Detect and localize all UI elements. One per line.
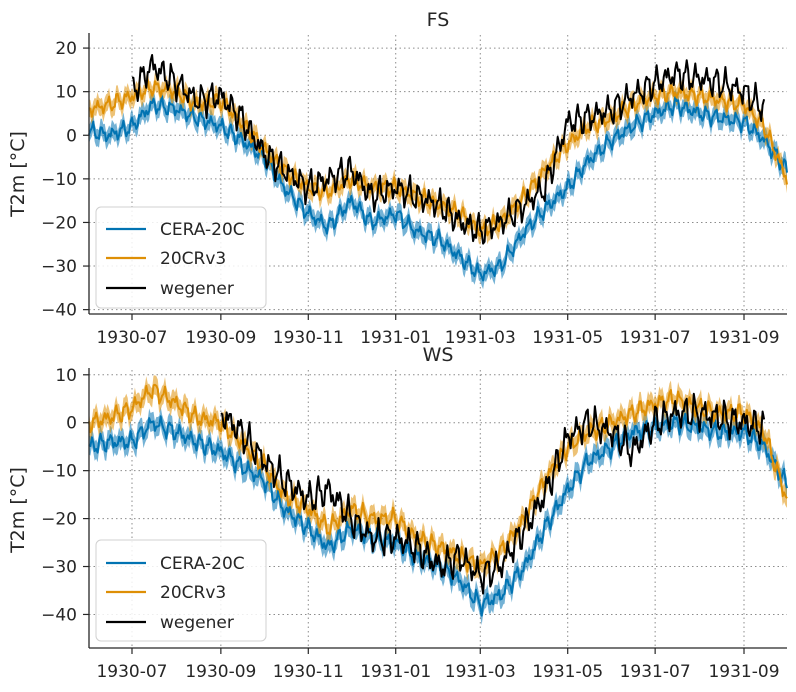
panel-title: WS xyxy=(423,344,454,366)
x-tick-label: 1931-07 xyxy=(620,662,691,682)
legend-label-cera: CERA-20C xyxy=(160,220,245,240)
y-tick-labels: −40 −30 −20 −10 0 10 xyxy=(41,366,77,626)
legend-label-cera: CERA-20C xyxy=(160,554,245,574)
panel-title: FS xyxy=(427,9,450,31)
x-tick-label: 1931-01 xyxy=(360,328,431,348)
legend-frame xyxy=(95,539,267,642)
x-tick-label: 1930-07 xyxy=(96,662,167,682)
legend-label-wegener: wegener xyxy=(160,613,234,633)
y-tick-label: −40 xyxy=(41,301,77,321)
legend-label-20crv3: 20CRv3 xyxy=(160,583,226,603)
series-line-wegener xyxy=(220,392,766,595)
panel-fs: FS T2m [°C] 1930-07 1930-09 1930-11 1931-01… xyxy=(7,9,788,348)
y-tick-label: −40 xyxy=(41,605,77,625)
x-tick-label: 1930-09 xyxy=(185,328,256,348)
y-tick-label: 0 xyxy=(66,414,77,434)
series-band xyxy=(89,375,787,582)
x-tick-labels: 1930-07 1930-09 1930-11 1931-01 1931-03 1931-… xyxy=(96,328,779,348)
x-tick-label: 1931-05 xyxy=(532,328,603,348)
series-line-cera-20c xyxy=(88,95,788,282)
x-tick-labels: 1930-07 1930-09 1930-11 1931-01 1931-03 1931-… xyxy=(96,662,779,682)
series-lines xyxy=(88,383,788,617)
panel-ws: WS T2m [°C] 1930-07 1930-09 1930-11 1931-01… xyxy=(7,344,788,682)
x-tick-label: 1931-09 xyxy=(708,662,779,682)
series-lines xyxy=(88,54,788,282)
y-tick-labels: −40 −30 −20 −10 0 10 20 xyxy=(41,39,77,321)
x-tick-label: 1931-05 xyxy=(532,662,603,682)
y-tick-label: −10 xyxy=(41,170,77,190)
y-tick-label: −20 xyxy=(41,510,77,530)
x-tick-label: 1930-11 xyxy=(273,662,344,682)
y-tick-label: −30 xyxy=(41,257,77,277)
y-tick-label: 10 xyxy=(55,83,77,103)
y-tick-label: 0 xyxy=(66,126,77,146)
legend-label-wegener: wegener xyxy=(160,279,234,299)
axes xyxy=(83,33,787,320)
y-tick-label: −20 xyxy=(41,213,77,233)
x-tick-label: 1930-09 xyxy=(185,662,256,682)
y-tick-label: −30 xyxy=(41,558,77,578)
y-tick-label: 20 xyxy=(55,39,77,59)
x-tick-label: 1931-03 xyxy=(445,662,516,682)
x-tick-label: 1931-09 xyxy=(708,328,779,348)
legend: CERA-20C 20CRv3 wegener xyxy=(95,206,267,309)
y-axis-label: T2m [°C] xyxy=(7,131,29,218)
legend-frame xyxy=(95,206,267,309)
series-line-wegener xyxy=(131,54,766,245)
x-tick-label: 1931-03 xyxy=(445,328,516,348)
y-tick-label: 10 xyxy=(55,366,77,386)
y-axis-label: T2m [°C] xyxy=(7,467,29,554)
legend: CERA-20C 20CRv3 wegener xyxy=(95,539,267,642)
series-band xyxy=(89,87,787,290)
x-tick-label: 1931-07 xyxy=(620,328,691,348)
x-tick-label: 1931-01 xyxy=(360,662,431,682)
x-tick-label: 1930-07 xyxy=(96,328,167,348)
legend-label-20crv3: 20CRv3 xyxy=(160,249,226,269)
x-tick-label: 1930-11 xyxy=(273,328,344,348)
y-tick-label: −10 xyxy=(41,462,77,482)
series-line-20crv3 xyxy=(88,383,788,573)
axes xyxy=(83,368,787,654)
